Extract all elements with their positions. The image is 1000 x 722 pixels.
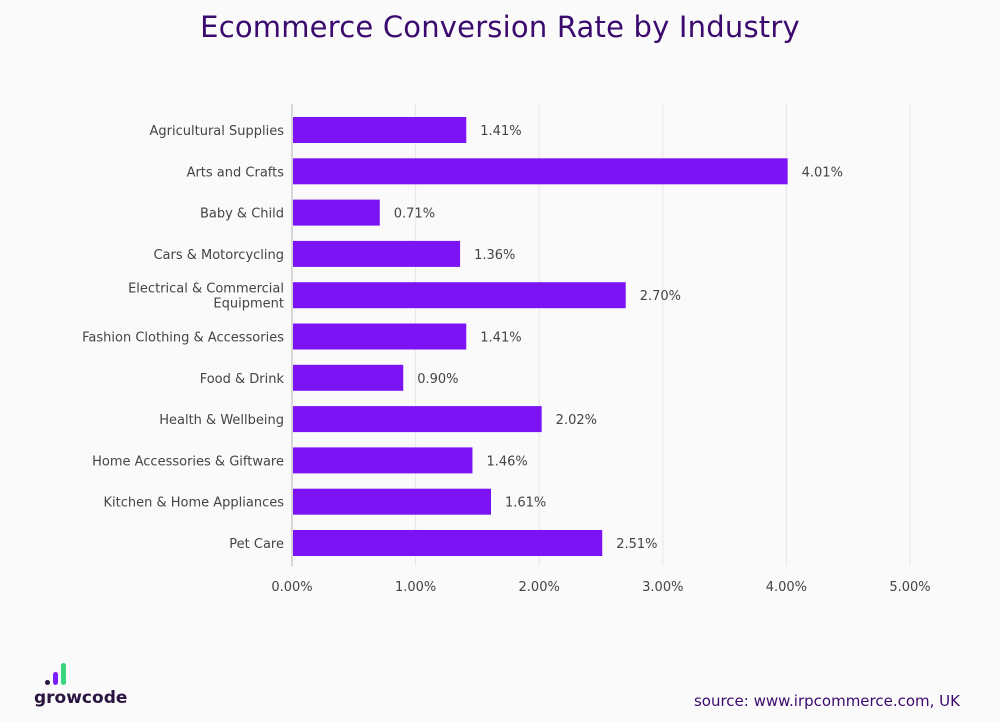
data-label: 1.61% xyxy=(505,496,546,511)
category-label-line: Kitchen & Home Appliances xyxy=(103,496,284,511)
bar xyxy=(293,240,461,267)
source-note: source: www.irpcommerce.com, UK xyxy=(693,692,960,710)
category-label: Cars & Motorcycling xyxy=(153,248,284,263)
category-label-line: Arts and Crafts xyxy=(187,165,285,180)
category-label: Agricultural Supplies xyxy=(150,124,285,139)
category-label: Kitchen & Home Appliances xyxy=(103,496,284,511)
bar xyxy=(293,530,603,556)
category-label-line: Electrical & Commercial xyxy=(128,282,284,297)
bar xyxy=(293,364,404,391)
category-label: Health & Wellbeing xyxy=(159,413,284,428)
category-label-line: Agricultural Supplies xyxy=(150,124,285,139)
data-label: 1.36% xyxy=(474,248,515,263)
category-label: Arts and Crafts xyxy=(187,165,285,180)
bar xyxy=(293,282,626,309)
x-tick-label: 5.00% xyxy=(889,580,930,595)
category-label: Baby & Child xyxy=(200,207,284,222)
data-label: 2.70% xyxy=(640,289,681,304)
category-label: Pet Care xyxy=(229,537,284,552)
x-tick-label: 1.00% xyxy=(395,580,436,595)
logo-bar-mid xyxy=(53,672,58,685)
bar xyxy=(293,199,380,226)
category-label-line: Fashion Clothing & Accessories xyxy=(82,331,284,346)
data-label: 0.90% xyxy=(417,372,458,387)
data-label: 2.02% xyxy=(556,413,597,428)
bar xyxy=(293,406,542,433)
logo-dot xyxy=(45,680,50,685)
category-label-line: Pet Care xyxy=(229,537,284,552)
category-label-line: Food & Drink xyxy=(200,372,285,387)
data-label: 1.41% xyxy=(480,124,521,139)
x-tick-label: 3.00% xyxy=(642,580,683,595)
category-label-line: Baby & Child xyxy=(200,207,284,222)
bar xyxy=(293,117,467,143)
data-label: 2.51% xyxy=(616,537,657,552)
bar xyxy=(293,447,473,474)
bar xyxy=(293,488,491,515)
category-label: Fashion Clothing & Accessories xyxy=(82,331,284,346)
x-tick-label: 4.00% xyxy=(766,580,807,595)
category-label-line: Equipment xyxy=(213,297,284,312)
data-label: 1.41% xyxy=(480,331,521,346)
logo-text: growcode xyxy=(34,688,128,708)
labels: 0.00% 1.00% 2.00% 3.00% 4.00% 5.00% 1.41% Agric… xyxy=(82,124,931,595)
x-tick-label: 2.00% xyxy=(519,580,560,595)
category-label-line: Health & Wellbeing xyxy=(159,413,284,428)
category-label: Electrical & Commercial Equipment xyxy=(128,282,284,312)
growcode-bars-logo-icon xyxy=(45,663,66,685)
category-label: Home Accessories & Giftware xyxy=(92,454,284,469)
logo-bar-tall xyxy=(61,663,66,685)
growcode-logo: growcode xyxy=(34,660,128,712)
category-label-line: Cars & Motorcycling xyxy=(153,248,284,263)
chart-title: Ecommerce Conversion Rate by Industry xyxy=(200,10,800,44)
bar xyxy=(293,158,788,185)
category-label-line: Home Accessories & Giftware xyxy=(92,454,284,469)
x-tick-label: 0.00% xyxy=(271,580,312,595)
data-label: 1.46% xyxy=(486,454,527,469)
data-label: 4.01% xyxy=(802,165,843,180)
bars xyxy=(293,117,788,556)
bar xyxy=(293,323,467,350)
data-label: 0.71% xyxy=(394,207,435,222)
category-label: Food & Drink xyxy=(200,372,285,387)
